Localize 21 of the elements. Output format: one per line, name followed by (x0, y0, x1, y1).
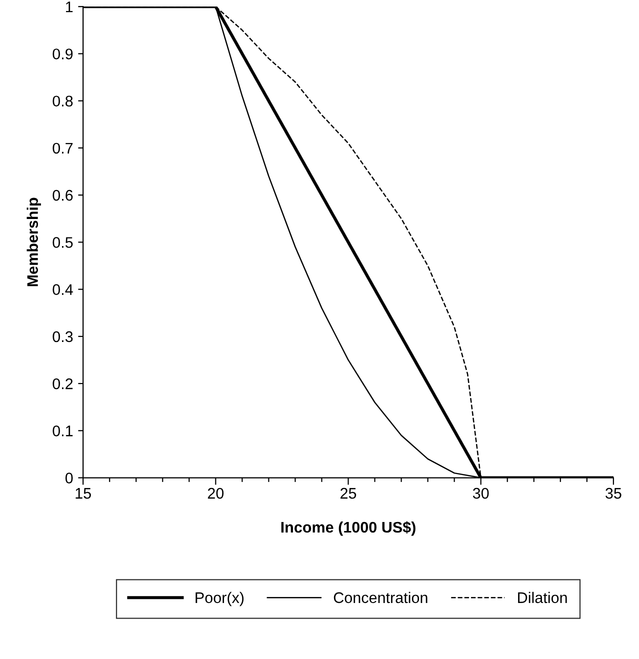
legend-label: Poor(x) (196, 592, 244, 606)
x-tick-label: 20 (208, 488, 224, 499)
y-tick-label: 0.1 (52, 426, 73, 436)
y-tick-label: 0.4 (52, 284, 73, 295)
x-tick-label: 35 (606, 488, 622, 499)
y-tick-label: 0.5 (52, 237, 73, 248)
y-tick-label: 0.2 (52, 378, 73, 390)
x-axis-title: Income (1000 US$) (281, 521, 416, 536)
x-tick-label: 25 (340, 488, 356, 499)
y-tick-label: 0.9 (52, 48, 73, 60)
y-tick-label: 0 (65, 472, 73, 484)
x-tick-label: 15 (76, 488, 91, 499)
legend-label: Dilation (518, 592, 567, 604)
x-tick-label: 30 (472, 488, 489, 499)
y-tick-label: 0.3 (52, 331, 73, 342)
legend-label: Concentration (334, 592, 428, 604)
y-axis-title: Membership (26, 198, 41, 286)
y-tick-label: 0.7 (52, 142, 73, 154)
y-tick-label: 0.6 (52, 190, 73, 201)
y-tick-label: 0.8 (52, 96, 73, 107)
y-tick-label: 1 (66, 2, 73, 12)
